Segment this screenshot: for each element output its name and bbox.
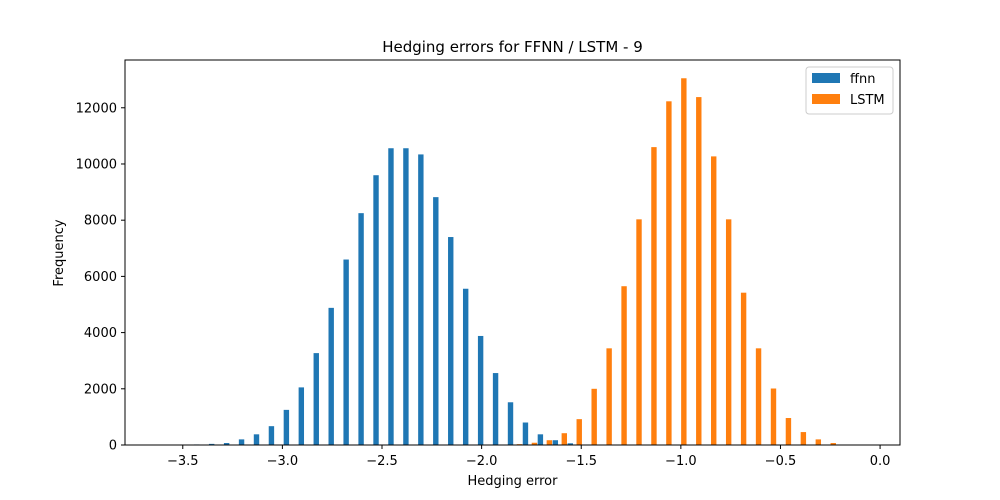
bar-ffnn: [238, 439, 245, 445]
bar-ffnn: [223, 443, 230, 445]
bar-lstm: [785, 418, 792, 445]
bar-ffnn: [507, 402, 514, 445]
bar-lstm: [830, 443, 836, 445]
x-tick-label: −3.5: [167, 454, 199, 469]
bar-ffnn: [552, 440, 559, 445]
bar-ffnn: [268, 426, 275, 445]
bar-lstm: [636, 219, 642, 445]
bar-lstm: [531, 442, 538, 445]
y-tick-label: 6000: [84, 270, 117, 285]
bar-ffnn: [343, 259, 349, 445]
plot-area-frame: [124, 59, 901, 446]
bar-ffnn: [403, 148, 409, 446]
y-tick-label: 0: [109, 439, 117, 454]
chart-title: Hedging errors for FFNN / LSTM - 9: [382, 38, 643, 56]
bar-lstm: [725, 219, 732, 445]
bar-lstm: [681, 78, 687, 446]
bar-ffnn: [567, 443, 573, 445]
bar-lstm: [711, 156, 717, 445]
bar-lstm: [561, 433, 567, 445]
y-axis: 0 2000 4000 6000 8000 10000 12000: [76, 101, 125, 454]
bar-lstm: [621, 286, 627, 445]
bar-ffnn: [477, 335, 484, 445]
bar-ffnn: [462, 288, 469, 445]
bar-lstm: [815, 439, 822, 445]
bar-ffnn: [253, 434, 260, 445]
y-tick-label: 2000: [84, 382, 117, 397]
legend-swatch-lstm: [812, 94, 840, 104]
bar-lstm: [651, 147, 657, 445]
y-tick-label: 12000: [76, 101, 117, 116]
bar-lstm: [591, 388, 597, 445]
y-tick-label: 8000: [84, 214, 117, 229]
bar-lstm: [696, 97, 702, 445]
x-tick-label: −1.5: [565, 454, 597, 469]
bar-lstm: [606, 348, 612, 445]
x-tick-label: −2.5: [366, 454, 398, 469]
bar-ffnn: [537, 434, 544, 445]
bar-lstm: [740, 292, 747, 445]
bar-ffnn: [313, 353, 319, 445]
x-tick-label: −1.0: [665, 454, 697, 469]
bar-ffnn: [298, 387, 305, 445]
bar-lstm: [546, 440, 553, 445]
x-tick-label: 0.0: [870, 454, 891, 469]
bar-ffnn: [373, 175, 379, 445]
y-tick-label: 10000: [76, 157, 117, 172]
bar-lstm: [666, 101, 672, 445]
x-tick-label: −2.0: [466, 454, 498, 469]
bar-ffnn: [448, 237, 454, 445]
bar-lstm: [770, 388, 777, 445]
bar-ffnn: [358, 213, 364, 445]
bar-lstm: [800, 432, 807, 445]
x-tick-label: −3.0: [267, 454, 299, 469]
bar-ffnn: [492, 373, 499, 445]
bar-ffnn: [433, 197, 439, 445]
legend-swatch-ffnn: [812, 73, 840, 83]
y-axis-label: Frequency: [52, 219, 67, 286]
bars-layer: [149, 78, 836, 446]
x-axis-label: Hedging error: [468, 474, 559, 489]
bar-ffnn: [388, 148, 394, 446]
bar-ffnn: [283, 409, 290, 445]
bar-lstm: [576, 419, 582, 445]
legend-label-lstm: LSTM: [850, 93, 885, 108]
bar-ffnn: [522, 422, 529, 445]
y-tick-label: 4000: [84, 326, 117, 341]
bar-ffnn: [418, 154, 424, 446]
legend-label-ffnn: ffnn: [850, 72, 875, 87]
bar-ffnn: [328, 307, 334, 445]
x-tick-label: −0.5: [765, 454, 797, 469]
x-axis: −3.5 −3.0 −2.5 −2.0 −1.5 −1.0 −0.5 0.0: [167, 445, 890, 469]
bar-lstm: [755, 348, 762, 445]
bar-ffnn: [208, 443, 215, 445]
legend: ffnn LSTM: [805, 66, 894, 115]
